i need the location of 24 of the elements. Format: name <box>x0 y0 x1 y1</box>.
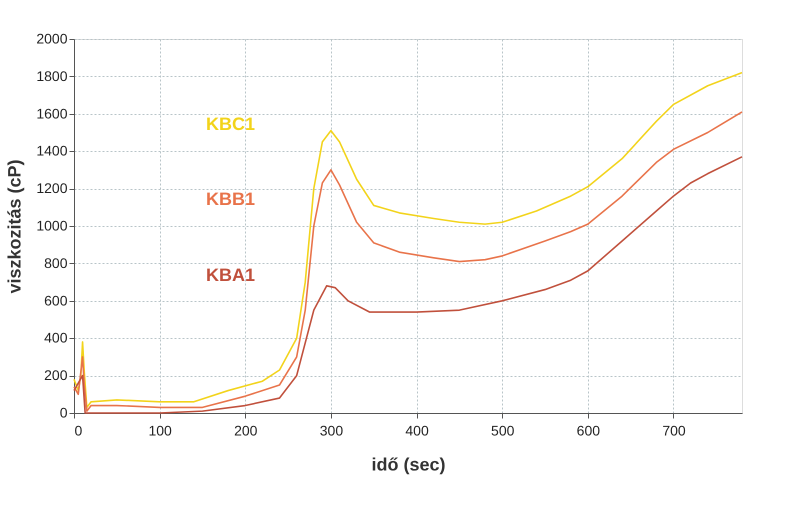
text: KBA1 <box>206 265 256 285</box>
x-axis-title: idő (sec) <box>371 454 446 474</box>
y-tick-label: 1800 <box>36 68 68 84</box>
y-tick-label: 800 <box>44 254 68 271</box>
y-tick-label: 1200 <box>36 180 68 196</box>
x-tick-label: 500 <box>491 422 515 438</box>
x-tick-label: 100 <box>148 422 172 438</box>
x-tick-label: 600 <box>576 422 600 438</box>
x-tick-label: 200 <box>234 422 258 438</box>
x-tick-label: 0 <box>74 422 82 438</box>
y-tick-label: 0 <box>60 404 68 420</box>
text: KBC1 <box>206 114 256 134</box>
x-tick-label: 700 <box>662 422 686 438</box>
y-tick-label: 1400 <box>36 142 68 159</box>
text: KBB1 <box>206 189 256 209</box>
y-tick-label: 200 <box>44 367 68 384</box>
y-tick-label: 1600 <box>36 105 68 122</box>
y-tick-label: 1000 <box>36 218 68 234</box>
y-axis-title: viszkozitás (cP) <box>4 159 24 294</box>
x-tick-label: 400 <box>405 422 429 438</box>
x-tick-label: 300 <box>320 422 344 438</box>
y-tick-label: 2000 <box>36 30 68 46</box>
y-tick-label: 400 <box>44 330 68 346</box>
y-tick-label: 600 <box>44 292 68 308</box>
